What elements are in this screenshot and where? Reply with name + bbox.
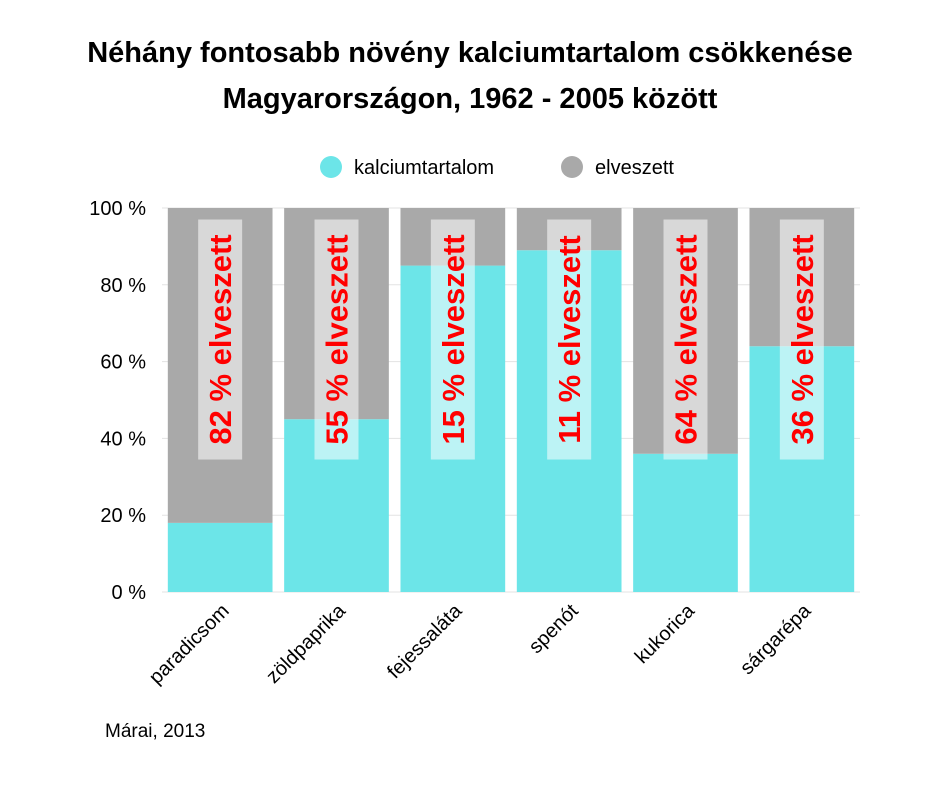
data-label-box [430,219,475,460]
x-category-label: spenót [525,600,583,658]
source-note: Márai, 2013 [105,721,205,742]
y-tick-label: 60 % [100,352,146,374]
data-label-box [314,219,359,460]
chart-title-line1: Néhány fontosabb növény kalciumtartalom … [87,37,853,69]
chart-title-line2: Magyarországon, 1962 - 2005 között [223,83,718,115]
y-tick-label: 80 % [100,275,146,297]
x-category-label: paradicsom [145,600,234,689]
y-axis-tick-labels: 0 % 20 % 40 % 60 % 80 % 100 % [89,198,146,604]
data-label-box [779,219,824,460]
data-label: 64 % elveszett [669,234,704,444]
bar-segment-calcium [633,453,738,592]
data-label-box [547,219,592,460]
legend: kalciumtartalom elveszett [320,156,674,179]
data-label: 82 % elveszett [203,234,238,444]
gridlines [162,207,860,593]
x-category-label: sárgarépa [736,599,816,679]
bar-segment-calcium [167,522,273,592]
x-category-label: fejessaláta [383,599,467,683]
x-category-label: zöldpaprika [262,599,351,688]
data-label: 11 % elveszett [552,235,587,444]
x-axis-category-labels: paradicsom zöldpaprika fejessaláta spenót ku… [145,599,816,688]
y-tick-label: 100 % [89,198,146,220]
legend-marker-lost [561,156,583,178]
data-label-box [663,219,708,460]
data-label-box [198,219,243,460]
data-label: 15 % elveszett [436,234,471,444]
legend-label-lost: elveszett [595,157,674,179]
data-label: 36 % elveszett [785,234,820,444]
legend-marker-calcium [320,156,342,178]
y-tick-label: 20 % [100,505,146,527]
y-tick-label: 40 % [100,428,146,450]
data-labels: 82 % elveszett 55 % elveszett 15 % elvesze… [198,219,824,460]
bars [167,208,855,593]
legend-label-calcium: kalciumtartalom [354,157,494,179]
y-tick-label: 0 % [112,582,147,604]
x-category-label: kukorica [631,599,700,668]
data-label: 55 % elveszett [320,234,355,444]
